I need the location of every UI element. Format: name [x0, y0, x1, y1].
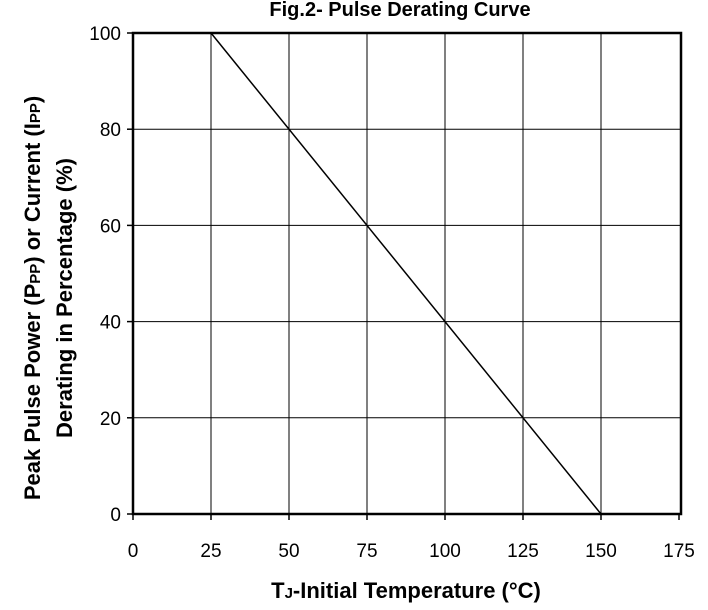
- chart-title: Fig.2- Pulse Derating Curve: [269, 0, 530, 21]
- y-tick-label-80: 80: [100, 120, 121, 141]
- x-tick-label-150: 150: [585, 541, 617, 562]
- y-tick-label-40: 40: [100, 313, 121, 334]
- y-tick-label-100: 100: [89, 24, 121, 45]
- plot-frame: [131, 31, 683, 516]
- x-tick-label-75: 75: [356, 541, 377, 562]
- y-axis-label-line2: Derating in Percentage (%): [52, 158, 77, 438]
- x-tick-label-175: 175: [663, 541, 695, 562]
- y-tick-label-20: 20: [100, 409, 121, 430]
- grid: [133, 33, 681, 514]
- derating-series-line-0: [210, 32, 602, 515]
- y-tick-labels: 0 20 40 60 80 100: [89, 24, 121, 526]
- x-tick-label-50: 50: [278, 541, 299, 562]
- y-axis-label: Peak Pulse Power (PPP) or Current (IPP) …: [20, 96, 77, 500]
- tick-marks: [127, 32, 680, 520]
- y-axis-label-line1: Peak Pulse Power (PPP) or Current (IPP): [20, 96, 45, 500]
- y-tick-label-0: 0: [110, 505, 121, 526]
- x-tick-labels: 0 25 50 75 100 125 150 175: [128, 541, 695, 562]
- x-tick-label-0: 0: [128, 541, 139, 562]
- y-tick-label-60: 60: [100, 216, 121, 237]
- plot-border: [131, 31, 683, 516]
- x-tick-label-125: 125: [507, 541, 539, 562]
- data-series: [210, 32, 602, 515]
- x-tick-label-25: 25: [200, 541, 221, 562]
- x-tick-label-100: 100: [429, 541, 461, 562]
- x-axis-label: TJ-Initial Temperature (°C): [271, 578, 541, 603]
